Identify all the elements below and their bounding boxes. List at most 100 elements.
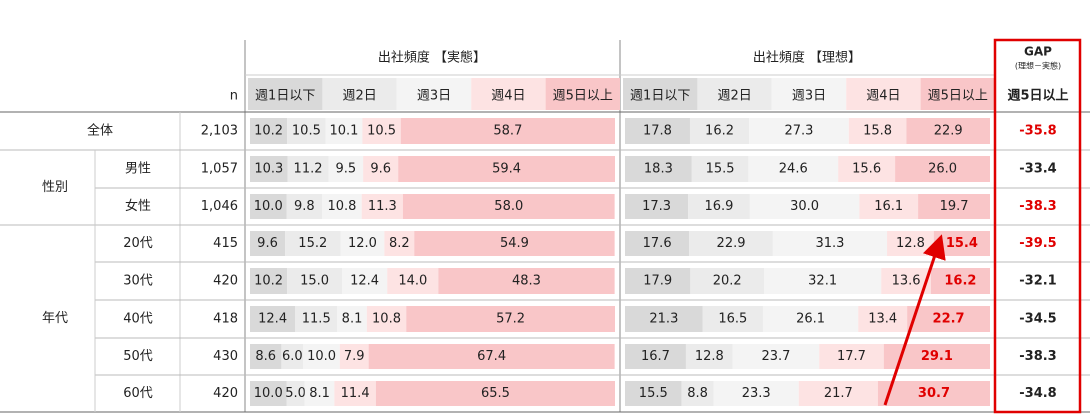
segment [625, 156, 692, 182]
segment-label: 15.6 [852, 162, 881, 177]
segment [337, 306, 367, 332]
row-label: 40代 [123, 312, 153, 327]
header-cell [697, 78, 772, 110]
segment-label: 20.2 [713, 274, 742, 289]
segment-label: 15.5 [639, 386, 668, 401]
segment-label: 58.0 [494, 199, 523, 214]
segment-label: 5.0 [285, 386, 306, 401]
segment-label: 12.4 [350, 274, 379, 289]
segment [250, 156, 288, 182]
segment-label: 9.5 [335, 162, 356, 177]
segment-label: 30.0 [790, 199, 819, 214]
segment-label: 16.2 [944, 274, 976, 289]
segment [681, 381, 714, 406]
segment-label: 14.0 [398, 274, 427, 289]
segment [325, 118, 363, 144]
segment-label: 17.8 [643, 124, 672, 139]
segment [304, 381, 335, 406]
arrow [883, 234, 946, 406]
segment [749, 194, 860, 219]
segment-label: 11.5 [302, 312, 331, 327]
segment-label: 10.2 [254, 274, 283, 289]
segment [625, 268, 691, 294]
gap-title: GAP [1024, 45, 1052, 59]
segment [625, 381, 682, 406]
header-label: 週4日 [866, 89, 900, 104]
segment-label: 31.3 [815, 236, 844, 251]
segment [384, 231, 415, 256]
segment [625, 118, 690, 144]
segment-label: 11.2 [294, 162, 323, 177]
n-value: 420 [213, 386, 238, 401]
segment-label: 17.6 [643, 236, 672, 251]
header-label: 週2日 [342, 89, 376, 104]
segment [702, 306, 763, 332]
segment-label: 18.3 [644, 162, 673, 177]
segment [398, 156, 615, 182]
segment [334, 381, 376, 406]
segment-label: 8.6 [255, 349, 276, 364]
segment-label: 12.8 [695, 349, 724, 364]
segment [375, 381, 615, 406]
segment [689, 118, 750, 144]
segment-label: 16.7 [641, 349, 670, 364]
segment [250, 381, 287, 406]
segment [691, 156, 749, 182]
row-label: 女性 [125, 198, 151, 214]
segment-label: 12.4 [258, 312, 287, 327]
segment-label: 29.1 [921, 349, 953, 364]
gap-category: 週5日以上 [1007, 89, 1068, 104]
segment [848, 118, 907, 144]
segment-label: 11.3 [368, 199, 397, 214]
header-label: 週3日 [417, 89, 451, 104]
header-label: 週5日以上 [928, 89, 988, 104]
segment [762, 306, 859, 332]
segment-label: 17.9 [643, 274, 672, 289]
segment [906, 118, 990, 144]
segment-label: 16.5 [718, 312, 747, 327]
segment [250, 118, 288, 144]
segment-label: 15.8 [863, 124, 892, 139]
n-value: 420 [213, 274, 238, 289]
segment-label: 24.6 [779, 162, 808, 177]
segment [414, 231, 615, 256]
group-label: 性別 [42, 180, 68, 195]
segment [625, 344, 686, 369]
segment-label: 22.9 [717, 236, 746, 251]
segment [685, 344, 733, 369]
segment [918, 194, 990, 219]
segment-label: 27.3 [784, 124, 813, 139]
gap-value: -33.4 [1019, 162, 1056, 177]
segment [250, 268, 288, 294]
segment [250, 194, 287, 219]
segment [406, 306, 615, 332]
segment-label: 57.2 [496, 312, 525, 327]
segment [287, 118, 326, 144]
segment [368, 344, 615, 369]
segment-label: 10.3 [254, 162, 283, 177]
segment-label: 21.3 [649, 312, 678, 327]
segment [748, 156, 839, 182]
segment-label: 9.6 [257, 236, 278, 251]
segment-label: 15.2 [298, 236, 327, 251]
segment [366, 306, 407, 332]
header-cell [396, 78, 472, 110]
header-label: 週1日以下 [255, 89, 315, 104]
gap-value: -34.8 [1019, 386, 1056, 401]
gap-value: -38.3 [1019, 349, 1056, 364]
n-value: 430 [213, 349, 238, 364]
header-cell [248, 78, 323, 110]
segment [287, 268, 342, 294]
segment [362, 118, 401, 144]
segment [400, 118, 615, 144]
header-label: 週5日以上 [553, 89, 613, 104]
segment [858, 306, 908, 332]
segment [286, 194, 323, 219]
actual-title: 出社頻度 【実態】 [378, 50, 486, 66]
segment-label: 9.6 [370, 162, 391, 177]
segment [895, 156, 990, 182]
segment-label: 32.1 [808, 274, 837, 289]
segment [688, 194, 750, 219]
header-cell [471, 78, 546, 110]
